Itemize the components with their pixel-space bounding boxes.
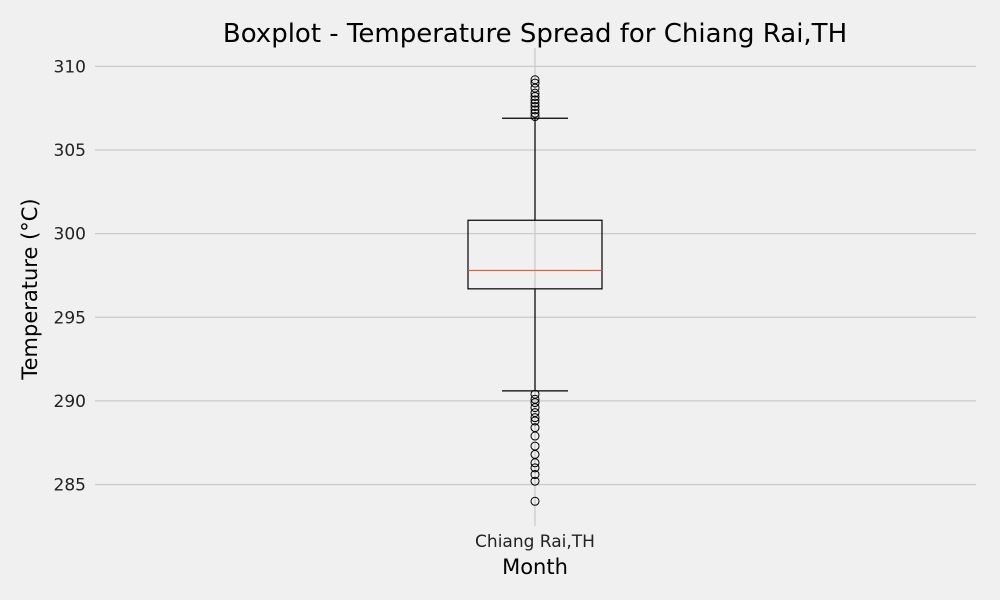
- outlier-point: [530, 98, 540, 108]
- outlier-point: [530, 108, 540, 118]
- y-tick-label: 300: [54, 225, 86, 245]
- outlier-point: [530, 463, 540, 473]
- iqr-box: [467, 219, 603, 290]
- outlier-point: [530, 78, 540, 88]
- outlier-point: [530, 105, 540, 115]
- x-axis-label: Month: [502, 555, 568, 579]
- y-axis-label: Temperature (°C): [18, 198, 42, 380]
- outlier-point: [530, 431, 540, 441]
- outlier-point: [530, 112, 540, 122]
- outlier-point: [530, 470, 540, 480]
- outlier-point: [530, 416, 540, 426]
- outlier-point: [530, 403, 540, 413]
- outlier-point: [530, 75, 540, 85]
- outlier-point: [530, 496, 540, 506]
- chart-title: Boxplot - Temperature Spread for Chiang …: [223, 19, 847, 49]
- y-tick-label: 285: [54, 476, 86, 496]
- box-layer: [467, 117, 603, 392]
- y-tick-label: 290: [54, 392, 86, 412]
- outlier-point: [530, 88, 540, 98]
- x-tick-labels: Chiang Rai,TH: [475, 532, 595, 552]
- outlier-layer: [530, 75, 540, 506]
- outlier-point: [530, 95, 540, 105]
- outlier-point: [530, 398, 540, 408]
- outlier-point: [530, 458, 540, 468]
- outlier-point: [530, 413, 540, 423]
- outlier-point: [530, 476, 540, 486]
- y-tick-label: 310: [54, 57, 86, 77]
- x-tick-label: Chiang Rai,TH: [475, 532, 595, 552]
- y-tick-label: 305: [54, 141, 86, 161]
- outlier-point: [530, 102, 540, 112]
- y-tick-labels: 285 290 295 300 305 310: [54, 57, 86, 495]
- y-tick-label: 295: [54, 308, 86, 328]
